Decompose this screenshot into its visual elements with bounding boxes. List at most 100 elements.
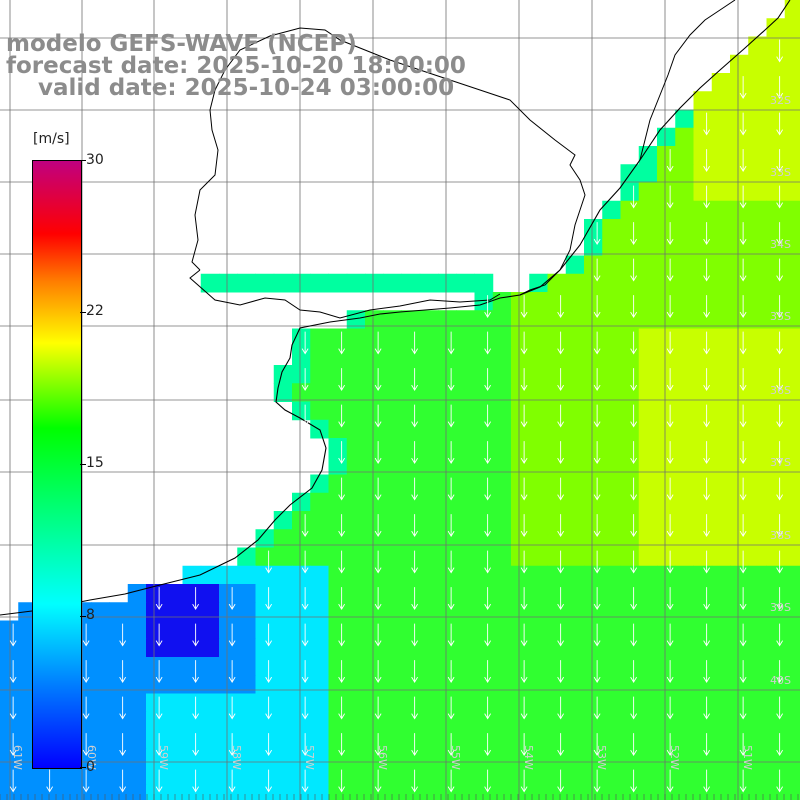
wind-cell (310, 584, 329, 603)
wind-cell (766, 511, 786, 530)
wind-arrow (484, 404, 492, 428)
wind-arrow (228, 587, 236, 610)
wind-cell (657, 219, 676, 238)
wind-cell (584, 584, 603, 603)
wind-cell (766, 693, 786, 713)
wind-arrow (666, 331, 674, 355)
wind-cell (711, 401, 731, 421)
wind-cell (748, 127, 767, 147)
wind-cell (401, 474, 421, 494)
wind-arrow (520, 733, 528, 756)
wind-cell (219, 584, 238, 603)
wind-arrow (557, 550, 565, 574)
wind-cell (164, 638, 183, 658)
wind-cell (748, 146, 767, 165)
wind-cell (693, 511, 713, 530)
wind-cell (584, 730, 603, 749)
wind-cell (565, 711, 585, 731)
colorbar-tick-label: 15 (86, 455, 104, 471)
wind-cell (766, 109, 786, 129)
wind-arrow (155, 733, 163, 756)
wind-cell (675, 784, 694, 800)
wind-cell (383, 365, 402, 384)
wind-cell (492, 657, 512, 676)
wind-cell (273, 784, 293, 800)
wind-cell (602, 620, 621, 640)
wind-cell (346, 456, 366, 475)
wind-cell (711, 73, 731, 92)
wind-cell (492, 730, 512, 749)
wind-cell (401, 273, 421, 293)
wind-cell (346, 547, 366, 567)
wind-cell (383, 638, 402, 658)
wind-arrow (666, 769, 674, 793)
wind-cell (365, 328, 384, 348)
wind-cell (529, 602, 548, 621)
wind-arrow (82, 660, 90, 683)
wind-cell (292, 547, 311, 567)
wind-cell (492, 529, 512, 548)
wind-cell (310, 328, 329, 348)
wind-cell (310, 383, 329, 402)
wind-arrow (703, 404, 711, 428)
wind-cell (620, 292, 640, 311)
wind-cell (511, 693, 530, 713)
wind-cell (693, 292, 713, 311)
wind-cell (438, 584, 457, 603)
wind-arrow (155, 696, 163, 720)
wind-cell (328, 657, 348, 676)
wind-cell (474, 547, 494, 567)
wind-arrow (265, 769, 273, 793)
wind-arrow (301, 623, 309, 647)
wind-cell (711, 91, 731, 110)
wind-cell (711, 565, 731, 585)
wind-cell (565, 492, 585, 512)
wind-arrow (703, 623, 711, 647)
wind-cell (693, 766, 713, 786)
wind-cell (529, 511, 548, 530)
wind-cell (547, 657, 567, 676)
colorbar-tick (80, 160, 86, 161)
wind-cell (346, 693, 366, 713)
wind-cell (693, 401, 713, 421)
wind-cell (383, 784, 402, 800)
wind-cell (438, 310, 457, 329)
wind-cell (127, 711, 147, 731)
wind-cell (711, 693, 731, 713)
wind-cell (766, 73, 786, 92)
wind-arrow (447, 514, 455, 537)
wind-arrow (82, 696, 90, 720)
wind-cell (365, 693, 384, 713)
wind-cell (419, 419, 439, 439)
wind-cell (328, 766, 348, 786)
wind-cell (675, 237, 694, 256)
wind-cell (602, 638, 621, 658)
wind-cell (748, 383, 767, 402)
wind-cell (237, 711, 256, 731)
longitude-label: 52W (668, 745, 681, 770)
wind-cell (182, 620, 202, 640)
wind-cell (492, 748, 512, 767)
wind-cell (730, 657, 749, 676)
wind-cell (584, 328, 603, 348)
wind-cell (474, 292, 494, 311)
wind-cell (200, 584, 220, 603)
wind-cell (675, 565, 694, 585)
wind-cell (730, 292, 749, 311)
wind-cell (730, 109, 749, 129)
wind-cell (419, 675, 439, 694)
wind-cell (711, 456, 731, 475)
wind-arrow (593, 331, 601, 355)
wind-cell (292, 693, 311, 713)
wind-cell (784, 200, 800, 220)
wind-arrow (301, 368, 309, 391)
wind-cell (237, 730, 256, 749)
wind-cell (127, 638, 147, 658)
wind-cell (657, 182, 676, 202)
wind-cell (784, 401, 800, 421)
wind-cell (638, 565, 658, 585)
wind-cell (255, 766, 275, 786)
wind-arrow (739, 733, 747, 756)
wind-cell (365, 365, 384, 384)
